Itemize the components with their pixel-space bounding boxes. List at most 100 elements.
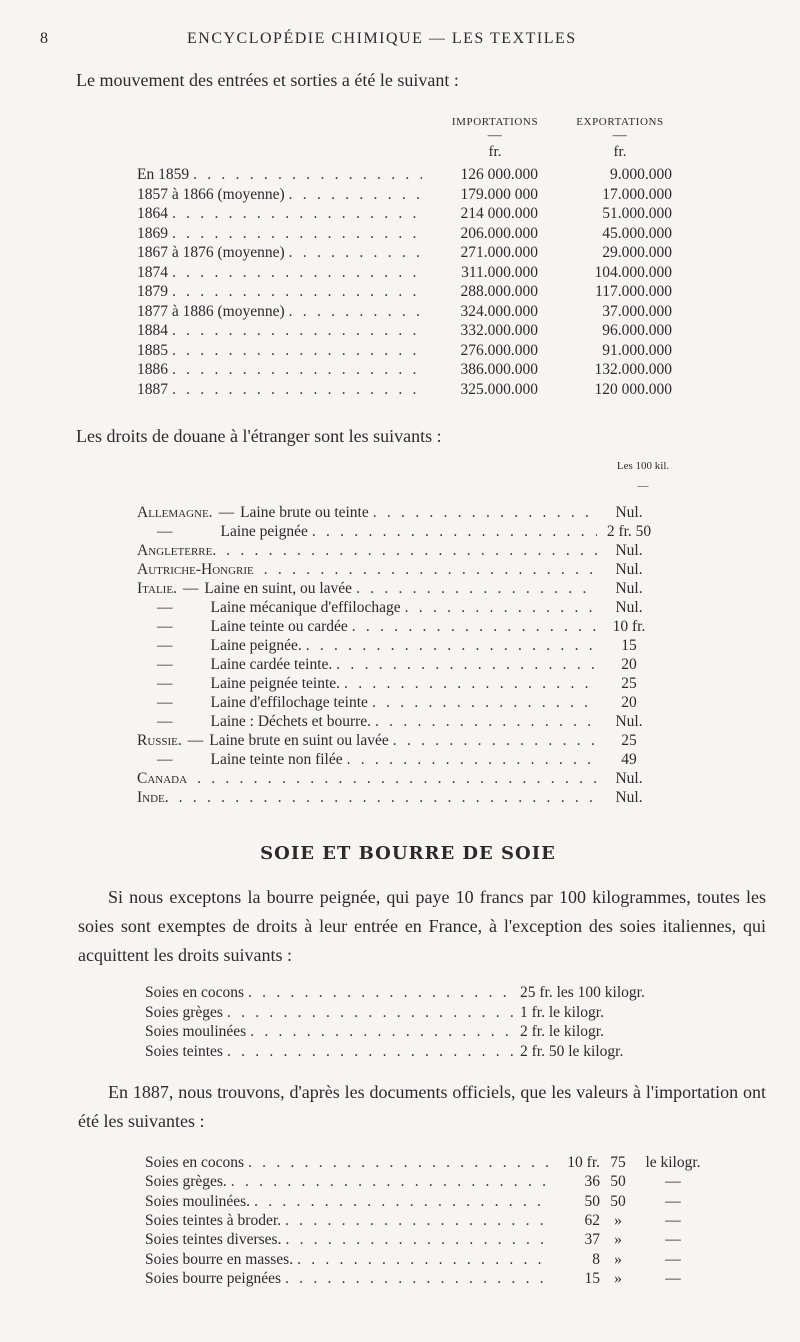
table-row: Soies teintes 2 fr. 50 le kilogr. — [145, 1043, 680, 1062]
dot-leader — [405, 599, 597, 617]
imports-value: 311.000.000 — [461, 263, 538, 281]
row-label: 1887 — [137, 380, 168, 398]
dot-leader — [312, 523, 597, 541]
table-row: — Laine teinte ou cardée 10 fr. — [137, 618, 657, 637]
table-row: Soies teintes à broder. 62 » — — [145, 1212, 710, 1231]
dash-separator: — — [182, 580, 199, 597]
row-label: Soies bourre peignées — [145, 1269, 282, 1287]
dash-separator: — — [187, 732, 204, 749]
dot-leader — [227, 1043, 516, 1061]
row-label: Soies teintes à broder. — [145, 1211, 282, 1229]
dot-leader — [344, 675, 597, 693]
dot-leader — [172, 225, 422, 243]
col-exports-header: EXPORTATIONS — fr. — [576, 116, 664, 160]
duty-value: Nul. — [615, 770, 643, 787]
duty-value: Nul. — [615, 542, 643, 559]
table-row: Soies bourre peignées 15 » — — [145, 1270, 710, 1289]
unit-value: — — [665, 1231, 681, 1249]
table-row: — Laine mécanique d'effilochage Nul. — [137, 599, 657, 618]
imports-value: 332.000.000 — [460, 322, 539, 339]
imports-value: 288.000.000 — [460, 283, 539, 300]
row-label: 1864 — [137, 205, 168, 222]
centimes-value: » — [614, 1211, 622, 1229]
duty-value: 25 — [621, 732, 637, 749]
dot-leader — [264, 561, 597, 579]
duty-value: 20 — [621, 656, 637, 673]
row-label: Soies grèges — [145, 1003, 223, 1021]
duty-value: 10 fr. — [612, 618, 646, 635]
table-row: 1867 à 1876 (moyenne) 271.000.000 29.000.0… — [137, 244, 672, 263]
row-label: 1857 à 1866 (moyenne) — [137, 185, 285, 203]
dot-leader — [254, 1193, 548, 1211]
exports-value: 51.000.000 — [602, 205, 672, 222]
table-row: — Laine peignée 2 fr. 50 — [137, 523, 657, 542]
table-row: 1864 214 000.000 51.000.000 — [137, 205, 672, 224]
unit-value: le kilogr. — [645, 1154, 701, 1171]
table-row: Soies grèges 1 fr. le kilogr. — [145, 1004, 680, 1023]
duty-value: 1 fr. le kilogr. — [520, 1003, 604, 1021]
duty-value: Nul. — [615, 789, 643, 806]
row-label: Soies bourre en masses. — [145, 1250, 294, 1268]
exports-value: 45.000.000 — [602, 224, 672, 242]
dot-leader — [172, 342, 422, 360]
section-heading: SOIE ET BOURRE DE SOIE — [260, 843, 556, 864]
duty-value: Nul. — [615, 599, 643, 616]
exports-value: 132.000.000 — [594, 361, 673, 378]
country-name: Angleterre. — [137, 542, 217, 559]
dot-leader — [197, 770, 597, 788]
table-row: 1877 à 1886 (moyenne) 324.000.000 37.000.0… — [137, 303, 672, 322]
dot-leader — [289, 186, 422, 204]
row-label: 1884 — [137, 322, 168, 339]
dash-separator: — — [157, 713, 173, 730]
table-row: Soies bourre en masses. 8 » — — [145, 1251, 710, 1270]
row-label: 1874 — [137, 263, 168, 281]
item-label: Laine teinte ou cardée — [210, 618, 348, 635]
table-row: 1886 386.000.000 132.000.000 — [137, 361, 672, 380]
item-label: Laine teinte non filée — [210, 751, 343, 768]
francs-value: 10 fr. — [567, 1154, 600, 1171]
paragraph-2: En 1887, nous trouvons, d'après les docu… — [78, 1082, 766, 1131]
item-label: Laine mécanique d'effilochage — [210, 599, 401, 616]
row-label: Soies en cocons — [145, 1154, 245, 1171]
table-row: Autriche-Hongrie Nul. — [137, 561, 657, 580]
exports-value: 17.000.000 — [602, 185, 672, 203]
imports-value: 214 000.000 — [460, 205, 539, 222]
duty-value: Nul. — [615, 580, 643, 597]
table-row: Angleterre. Nul. — [137, 542, 657, 561]
row-label: Soies teintes diverses. — [145, 1231, 282, 1249]
francs-value: 37 — [584, 1231, 601, 1249]
row-label: 1886 — [137, 361, 168, 378]
item-label: Laine brute ou teinte — [240, 504, 369, 521]
page-number: 8 — [40, 30, 50, 47]
row-label: 1879 — [137, 283, 168, 300]
country-name: Allemagne. — [137, 504, 213, 521]
table-row: 1857 à 1866 (moyenne) 179.000 000 17.000.0… — [137, 186, 672, 205]
francs-value: 15 — [584, 1269, 601, 1287]
dash-separator: — — [157, 675, 173, 692]
table2-intro: Les droits de douane à l'étranger sont l… — [76, 426, 442, 446]
row-label: Soies moulinées — [145, 1023, 247, 1040]
exports-value: 104.000.000 — [594, 263, 673, 281]
dash-separator: — — [157, 637, 173, 654]
table-row: 1887 325.000.000 120 000.000 — [137, 381, 672, 400]
country-name: Autriche-Hongrie — [137, 561, 254, 578]
table-row: 1884 332.000.000 96.000.000 — [137, 322, 672, 341]
duty-value: 2 fr. 50 — [606, 523, 652, 540]
centimes-value: 50 — [610, 1192, 626, 1210]
francs-value: 36 — [584, 1173, 601, 1191]
imports-value: 276.000.000 — [460, 341, 539, 359]
table-row: Russie. — Laine brute en suint ou lavée 25 — [137, 732, 657, 751]
table-row: Italie. — Laine en suint, ou lavée Nul. — [137, 580, 657, 599]
dot-leader — [372, 694, 597, 712]
table-row: 1885 276.000.000 91.000.000 — [137, 342, 672, 361]
country-name: Inde. — [137, 789, 169, 806]
table-row: En 1859 126 000.000 9.000.000 — [137, 166, 672, 185]
duty-value: 2 fr. le kilogr. — [520, 1023, 604, 1040]
dot-leader — [193, 166, 422, 184]
dot-leader — [375, 713, 597, 731]
dot-leader — [373, 504, 597, 522]
table-row: Soies moulinées. 50 50 — — [145, 1193, 710, 1212]
exports-value: 96.000.000 — [602, 322, 672, 339]
country-name: Russie. — [137, 732, 182, 749]
unit-value: — — [665, 1211, 681, 1229]
